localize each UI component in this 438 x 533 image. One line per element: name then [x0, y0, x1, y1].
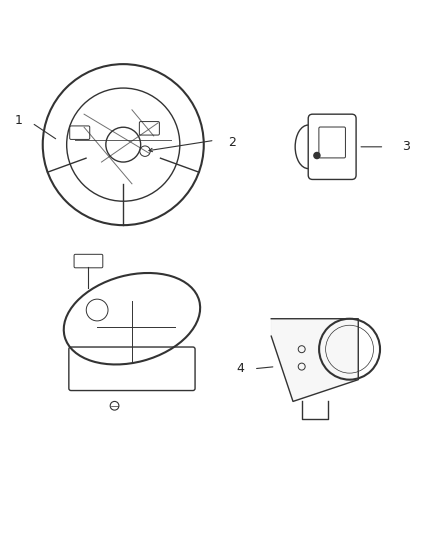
Text: 2: 2	[228, 136, 236, 149]
Text: 1: 1	[15, 114, 23, 127]
Circle shape	[314, 152, 320, 158]
Text: 4: 4	[237, 362, 245, 375]
Text: 3: 3	[402, 140, 410, 154]
Polygon shape	[271, 319, 358, 401]
